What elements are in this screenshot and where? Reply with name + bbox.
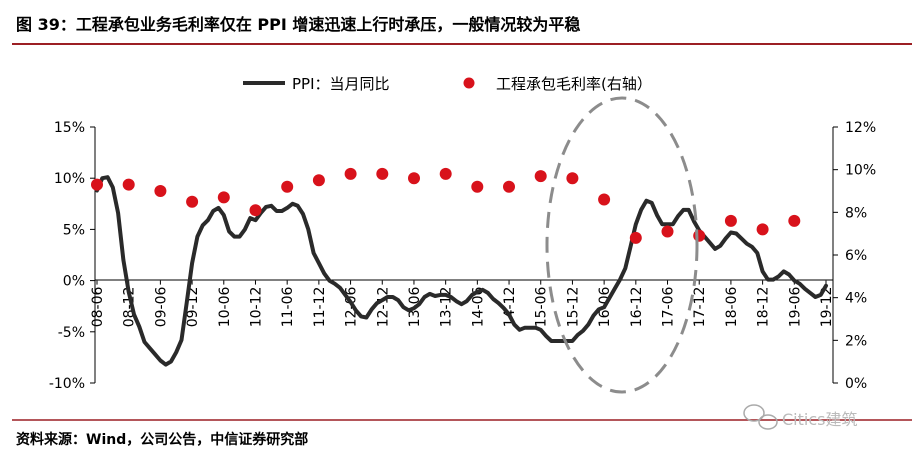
- margin-dot: [724, 214, 737, 227]
- chart-legend: PPI：当月同比 工程承包毛利率(右轴）: [243, 75, 652, 93]
- right-tick-label: 12%: [845, 120, 876, 136]
- margin-dot: [249, 204, 262, 217]
- margin-dot: [186, 195, 199, 208]
- left-tick-label: 15%: [54, 120, 85, 136]
- right-y-ticks: 12% 10% 8% 6% 4% 2% 0%: [833, 120, 876, 392]
- x-tick-label: 16-12: [629, 287, 645, 328]
- right-tick-label: 6%: [845, 248, 867, 264]
- x-tick-label: 17-12: [692, 287, 708, 328]
- x-tick-label: 10-12: [248, 287, 264, 328]
- series-dots-margin: [91, 167, 801, 244]
- margin-dot: [439, 167, 452, 180]
- x-tick-label: 11-06: [280, 287, 296, 328]
- margin-dot: [788, 214, 801, 227]
- right-tick-label: 2%: [845, 333, 867, 349]
- margin-dot: [503, 180, 515, 193]
- margin-dot: [693, 229, 706, 242]
- left-tick-label: 0%: [63, 274, 85, 290]
- x-tick-label: 18-06: [724, 287, 740, 328]
- margin-dot: [471, 180, 484, 193]
- x-tick-label: 15-12: [565, 287, 581, 328]
- x-tick-label: 09-06: [153, 287, 169, 328]
- margin-dot: [91, 178, 103, 191]
- right-tick-label: 8%: [845, 205, 867, 221]
- source-note: 资料来源：Wind，公司公告，中信证券研究部: [16, 431, 308, 448]
- left-y-ticks: 15% 10% 5% 0% -5% -10%: [49, 120, 95, 392]
- watermark: Citics建筑: [743, 404, 857, 430]
- margin-dot: [344, 167, 357, 180]
- x-tick-label: 19-12: [819, 287, 835, 328]
- margin-dot: [217, 191, 230, 204]
- series-line-ppi: [95, 175, 828, 367]
- margin-dot: [534, 170, 547, 183]
- x-tick-label: 11-12: [312, 287, 328, 328]
- chart-axes: [94, 127, 834, 383]
- left-tick-label: -10%: [49, 376, 85, 392]
- x-tick-label: 19-06: [787, 287, 803, 328]
- right-tick-label: 10%: [845, 163, 876, 179]
- margin-dot: [566, 172, 579, 185]
- figure-title: 图 39：工程承包业务毛利率仅在 PPI 增速迅速上行时承压，一般情况较为平稳: [16, 15, 580, 34]
- left-tick-label: -5%: [58, 325, 85, 341]
- legend-margin-label: 工程承包毛利率(右轴）: [496, 75, 652, 93]
- margin-dot: [661, 225, 674, 238]
- margin-dot: [281, 180, 294, 193]
- legend-margin-swatch: [463, 77, 475, 89]
- x-tick-label: 14-06: [470, 287, 486, 328]
- margin-dot: [756, 223, 769, 236]
- margin-dot: [376, 167, 389, 180]
- margin-dot: [154, 185, 167, 197]
- watermark-text: Citics建筑: [782, 410, 857, 429]
- left-tick-label: 10%: [54, 171, 85, 187]
- x-tick-label: 13-12: [439, 287, 455, 328]
- left-tick-label: 5%: [63, 222, 85, 238]
- x-tick-label: 17-06: [661, 287, 677, 328]
- legend-ppi-label: PPI：当月同比: [292, 75, 390, 93]
- x-tick-label: 10-06: [217, 287, 233, 328]
- right-tick-label: 4%: [845, 291, 867, 307]
- x-tick-label: 15-06: [534, 287, 550, 328]
- x-tick-label: 14-12: [502, 287, 518, 328]
- x-tick-label: 18-12: [756, 287, 772, 328]
- margin-dot: [312, 174, 325, 187]
- x-tick-label: 12-12: [375, 287, 391, 328]
- right-tick-label: 0%: [845, 376, 867, 392]
- wechat-logo-icon: [743, 404, 778, 430]
- margin-dot: [598, 193, 611, 206]
- margin-dot: [122, 178, 135, 191]
- x-tick-label: 08-06: [90, 287, 106, 328]
- margin-dot: [408, 172, 420, 185]
- margin-dot: [629, 231, 642, 244]
- highlight-ellipse: [545, 96, 699, 394]
